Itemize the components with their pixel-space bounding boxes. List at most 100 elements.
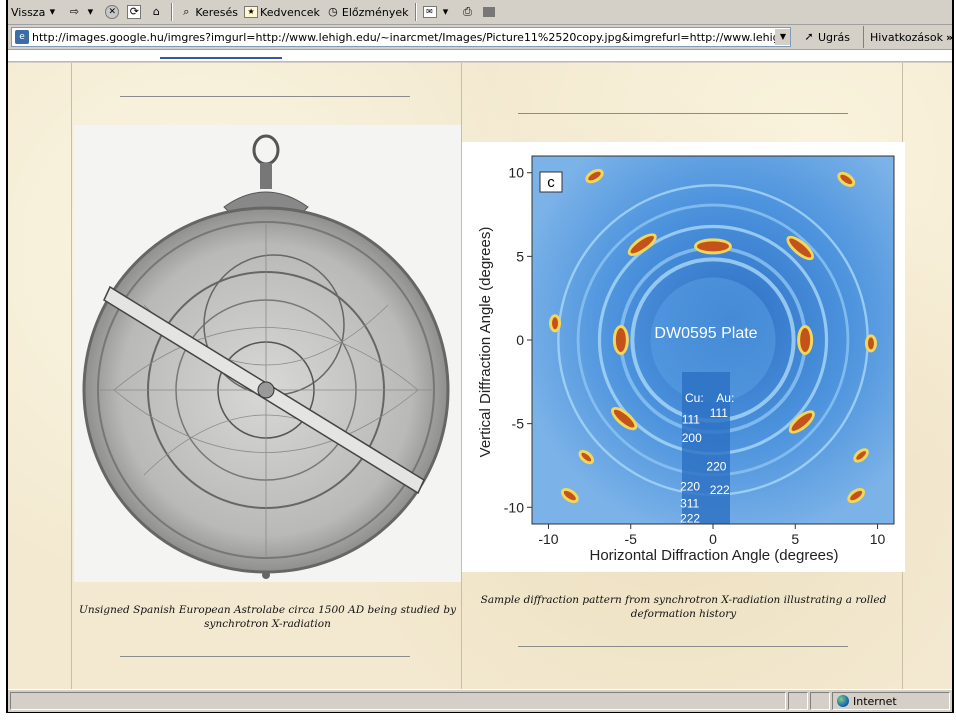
column-border	[461, 63, 462, 689]
ring-label-cu: 222	[680, 511, 700, 525]
y-axis-label: Vertical Diffraction Angle (degrees)	[477, 227, 494, 458]
nav-underline	[160, 57, 282, 59]
search-label: Keresés	[195, 5, 239, 19]
divider	[120, 656, 410, 657]
diffraction-spot	[789, 238, 812, 258]
ring-label-cu: 311	[680, 496, 699, 510]
browser-window: Vissza ▾ ⇨ ▾ ✕ ⟳ ⌂ ⌕ Keresés ★ Kedvencek…	[6, 0, 954, 713]
status-pane	[788, 692, 808, 710]
diffraction-spot	[850, 490, 863, 501]
forward-button[interactable]: ⇨ ▾	[64, 1, 102, 23]
ring-label-cu: 200	[682, 431, 702, 445]
astrolabe-drawing	[82, 134, 450, 579]
x-tick-label: -5	[625, 531, 638, 547]
history-button[interactable]: ◷ Előzmények	[323, 1, 412, 23]
edit-button[interactable]	[480, 1, 500, 23]
column-border	[71, 63, 72, 689]
y-tick-label: 5	[516, 248, 524, 264]
x-tick-label: 5	[791, 531, 799, 547]
astrolabe-image[interactable]	[74, 125, 461, 582]
zone-label: Internet	[853, 694, 897, 708]
globe-icon	[837, 695, 849, 707]
diffraction-spot	[615, 328, 626, 352]
stop-icon: ✕	[105, 5, 120, 19]
search-button[interactable]: ⌕ Keresés	[176, 1, 241, 23]
diffraction-spot	[840, 174, 853, 185]
ring-label-header: Au:	[716, 391, 734, 405]
plate-annotation: DW0595 Plate	[654, 325, 757, 342]
diffraction-spot	[552, 317, 559, 330]
links-label: Hivatkozások	[870, 30, 943, 44]
status-text-pane	[10, 692, 786, 710]
diffraction-caption: Sample diffraction pattern from synchrot…	[480, 594, 887, 620]
ring-label-au: 222	[710, 483, 730, 497]
back-button[interactable]: Vissza ▾	[8, 1, 64, 23]
y-tick-label: -5	[512, 416, 525, 432]
divider	[518, 113, 848, 114]
edit-icon	[482, 7, 495, 17]
toolbar-separator	[171, 3, 174, 21]
divider	[8, 61, 952, 62]
page-top-strip	[8, 50, 952, 62]
back-label: Vissza	[11, 5, 46, 19]
refresh-icon: ⟳	[127, 5, 142, 19]
mail-button[interactable]: ✉ ▾	[420, 1, 458, 23]
stop-button[interactable]: ✕	[102, 1, 124, 23]
chevron-down-icon[interactable]: ▾	[442, 5, 449, 18]
x-axis-label: Horizontal Diffraction Angle (degrees)	[589, 547, 838, 564]
print-button[interactable]: ⎙	[458, 1, 480, 23]
center-glow	[650, 277, 776, 403]
diffraction-spot	[697, 241, 729, 252]
diffraction-spot	[581, 452, 592, 462]
y-tick-label: -10	[504, 499, 524, 515]
ring-label-au: 111	[710, 406, 729, 420]
home-button[interactable]: ⌂	[146, 1, 168, 23]
favorites-icon: ★	[244, 6, 259, 18]
address-url[interactable]: http://images.google.hu/imgres?imgurl=ht…	[32, 30, 775, 44]
y-tick-label: 0	[516, 332, 524, 348]
diffraction-spot	[867, 337, 874, 350]
history-icon: ◷	[328, 5, 338, 18]
address-toolbar: e http://images.google.hu/imgres?imgurl=…	[8, 25, 953, 50]
favorites-button[interactable]: ★ Kedvencek	[241, 1, 323, 23]
y-tick-label: 10	[508, 165, 524, 181]
panel-label: c	[547, 174, 555, 191]
home-icon: ⌂	[152, 5, 160, 18]
toolbar-separator	[414, 3, 417, 21]
go-arrow-icon: ➚	[804, 30, 814, 43]
go-label: Ugrás	[818, 30, 851, 44]
beam-stop-shadow	[682, 372, 730, 524]
refresh-button[interactable]: ⟳	[124, 1, 146, 23]
divider	[518, 646, 848, 647]
standard-toolbar: Vissza ▾ ⇨ ▾ ✕ ⟳ ⌂ ⌕ Keresés ★ Kedvencek…	[8, 0, 952, 25]
diffraction-spot	[588, 171, 601, 181]
divider	[120, 96, 410, 97]
mail-icon: ✉	[422, 6, 437, 18]
links-more-icon[interactable]: »	[945, 30, 954, 44]
diffraction-spot	[563, 490, 576, 501]
ring-label-header: Cu:	[685, 391, 704, 405]
x-tick-label: -10	[538, 531, 558, 547]
go-button[interactable]: ➚ Ugrás	[799, 26, 853, 48]
chevron-down-icon[interactable]: ▾	[49, 5, 56, 18]
diffraction-spot	[791, 413, 813, 431]
security-zone[interactable]: Internet	[832, 692, 950, 710]
ring-label-cu: 111	[682, 413, 701, 427]
address-field[interactable]: e http://images.google.hu/imgres?imgurl=…	[11, 27, 791, 47]
forward-arrow-icon: ⇨	[69, 5, 79, 18]
links-button[interactable]: Hivatkozások »	[863, 26, 956, 48]
chevron-down-icon[interactable]: ▾	[87, 5, 94, 18]
history-label: Előzmények	[341, 5, 409, 19]
page-content: c DW0595 Plate Cu: Au: 111 111 200 220 220 222 3…	[8, 63, 952, 689]
status-bar: Internet	[8, 689, 952, 712]
ring-label-cu: 220	[680, 480, 700, 494]
ring-label-au: 220	[706, 459, 726, 473]
astrolabe-caption: Unsigned Spanish European Astrolabe circ…	[78, 604, 456, 630]
x-tick-label: 10	[870, 531, 886, 547]
diffraction-figure[interactable]: c DW0595 Plate Cu: Au: 111 111 200 220 220 222 3…	[462, 142, 905, 572]
favorites-label: Kedvencek	[260, 5, 320, 19]
diffraction-spot	[856, 451, 866, 460]
address-dropdown-icon[interactable]: ▼	[775, 29, 790, 45]
search-icon: ⌕	[183, 5, 190, 18]
